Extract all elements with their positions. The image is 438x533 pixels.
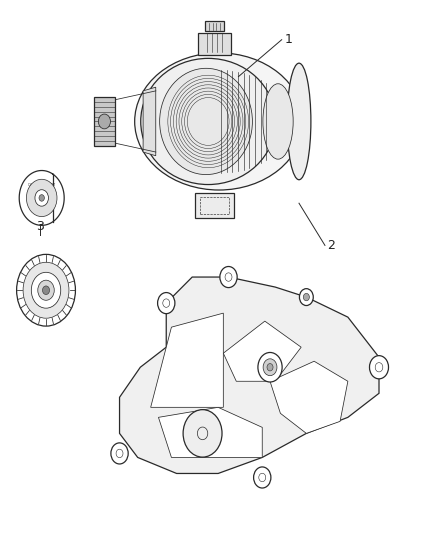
Circle shape: [254, 467, 271, 488]
Text: 1: 1: [284, 33, 292, 46]
Circle shape: [38, 280, 54, 300]
Text: ROTATE COUNTER: ROTATE COUNTER: [28, 190, 55, 194]
Circle shape: [32, 272, 61, 308]
Circle shape: [99, 114, 110, 129]
Polygon shape: [143, 87, 156, 156]
Polygon shape: [223, 321, 301, 381]
Ellipse shape: [134, 53, 304, 190]
Circle shape: [370, 356, 389, 379]
Polygon shape: [270, 361, 348, 433]
Circle shape: [183, 410, 222, 457]
Text: 3: 3: [35, 221, 43, 233]
Polygon shape: [151, 313, 223, 407]
Circle shape: [23, 262, 69, 318]
Circle shape: [220, 266, 237, 288]
Ellipse shape: [263, 84, 293, 159]
FancyBboxPatch shape: [205, 21, 224, 31]
Text: 2: 2: [328, 239, 336, 252]
FancyBboxPatch shape: [94, 97, 115, 146]
Circle shape: [267, 364, 273, 371]
Text: CAUTION: DO NOT: CAUTION: DO NOT: [28, 183, 55, 187]
Circle shape: [42, 286, 49, 295]
Circle shape: [158, 293, 175, 313]
Circle shape: [39, 195, 44, 201]
Polygon shape: [120, 277, 379, 473]
FancyBboxPatch shape: [198, 33, 231, 55]
Circle shape: [263, 359, 277, 376]
Circle shape: [258, 352, 282, 382]
Circle shape: [17, 254, 75, 326]
Polygon shape: [159, 407, 262, 457]
Circle shape: [26, 179, 57, 216]
FancyBboxPatch shape: [195, 192, 234, 218]
Circle shape: [111, 443, 128, 464]
Circle shape: [304, 293, 309, 301]
Ellipse shape: [287, 63, 311, 180]
Ellipse shape: [159, 68, 252, 175]
Circle shape: [35, 190, 49, 206]
Circle shape: [300, 289, 313, 305]
Text: CLOCKWISE: CLOCKWISE: [33, 196, 50, 200]
Ellipse shape: [141, 59, 276, 184]
